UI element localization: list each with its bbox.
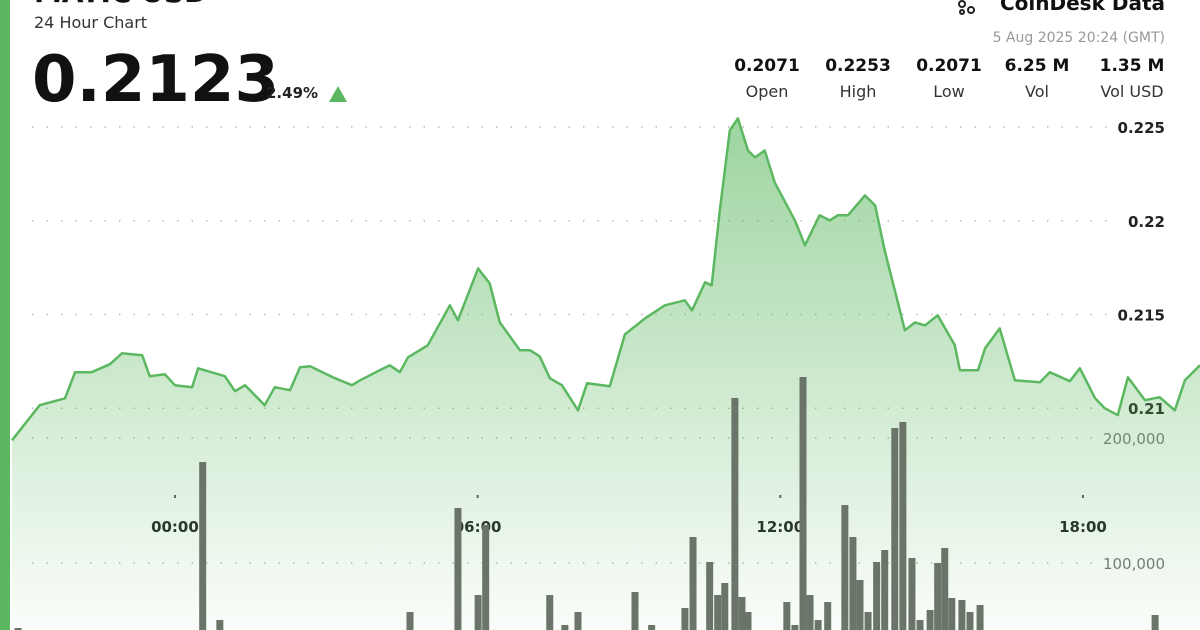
volume-bar [738,597,746,630]
volume-bar [574,612,582,630]
stat-value: 6.25 M [1005,56,1070,76]
volume-bar [1151,615,1159,630]
volume-bar [689,537,697,630]
volume-bar [966,612,974,630]
volume-bar [14,628,22,630]
volume-bar [799,377,807,630]
volume-bar [976,605,984,630]
stat-label: High [840,82,877,101]
volume-bar [791,625,799,630]
volume-bar [926,610,934,630]
stat-label: Open [746,82,789,101]
volume-bar [873,562,881,630]
y-tick-label: 0.215 [1118,307,1165,325]
title: MATIC USD [34,0,207,9]
stat-value: 1.35 M [1100,56,1165,76]
stats: 0.2071 Open 0.2253 High 0.2071 Low 6.25 M Vol 1.… [734,56,1164,101]
brand-icon [958,0,975,15]
volume-bar [721,583,729,630]
volume-bar [814,620,822,630]
volume-bar [199,462,207,630]
timestamp: 5 Aug 2025 20:24 (GMT) [993,30,1165,46]
plot: 0.210.2150.220.225100,000200,00000:0006:… [11,117,1200,630]
area-fill [12,118,1200,630]
stat-value: 0.2071 [734,56,800,76]
change: 2.49% [266,84,318,102]
volume-bar [482,525,490,630]
brand: CoinDesk Data [1000,0,1165,15]
stat-value: 0.2071 [916,56,982,76]
subtitle: 24 Hour Chart [34,13,147,32]
volume-bar [744,612,752,630]
volume-bar [546,595,554,630]
volume-bar [824,602,832,630]
stat-label: Vol USD [1100,82,1163,101]
volume-bar [948,598,956,630]
volume-bar [474,595,482,630]
volume-bar [841,505,849,630]
volume-bar [783,602,791,630]
volume-bar [806,595,814,630]
volume-bar [731,398,739,630]
accent-bar [0,0,10,630]
volume-bar [454,508,462,630]
volume-bar [899,422,907,630]
volume-bar [864,612,872,630]
volume-bar [631,592,639,630]
volume-bar [561,625,569,630]
volume-bar [849,537,857,630]
volume-bar [891,428,899,630]
stat-value: 0.2253 [825,56,891,76]
stat-label: Low [933,82,965,101]
price-line [11,117,1200,442]
volume-bar [941,548,949,630]
volume-bar [681,608,689,630]
volume-bar [406,612,414,630]
volume-bar [934,563,942,630]
price: 0.2123 [32,43,279,117]
y-tick-label: 0.225 [1118,119,1165,137]
volume-bar [916,620,924,630]
volume-bar [908,558,916,630]
volume-bar [881,550,889,630]
volume-bar [856,580,864,630]
volume-bar [714,595,722,630]
volume-bar [648,625,656,630]
volume-bar [216,620,224,630]
y-tick-label: 0.22 [1128,213,1165,231]
stat-label: Vol [1025,82,1049,101]
volume-bar [958,600,966,630]
up-arrow [329,86,347,102]
volume-bar [706,562,714,630]
